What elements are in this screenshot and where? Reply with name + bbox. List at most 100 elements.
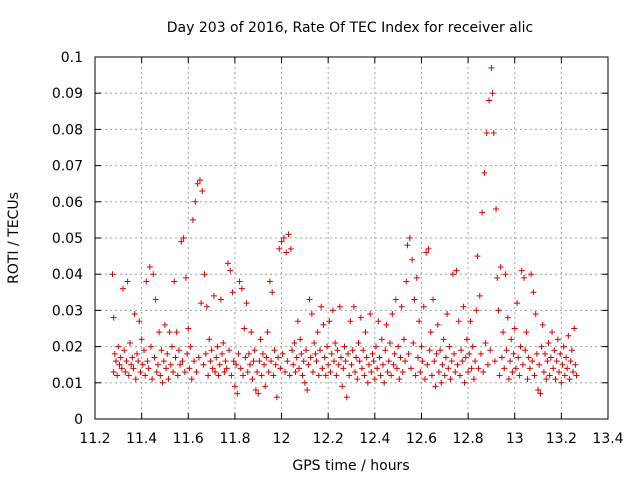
data-point xyxy=(402,358,409,365)
data-point xyxy=(154,361,161,368)
data-point xyxy=(214,343,221,350)
data-point xyxy=(157,372,164,379)
y-tick-label: 0.07 xyxy=(52,159,83,175)
data-point xyxy=(531,372,538,379)
data-point xyxy=(486,97,493,104)
data-point xyxy=(474,253,481,260)
data-point xyxy=(259,350,266,357)
x-tick-label: 11.2 xyxy=(79,431,110,447)
data-point xyxy=(198,300,205,307)
data-point xyxy=(414,354,421,361)
x-tick-label: 12.4 xyxy=(359,431,390,447)
data-point xyxy=(287,245,294,252)
data-point xyxy=(421,376,428,383)
data-point xyxy=(536,361,543,368)
data-point xyxy=(496,372,503,379)
data-point xyxy=(237,365,244,372)
data-point xyxy=(529,358,536,365)
data-point xyxy=(353,354,360,361)
data-point xyxy=(333,372,340,379)
data-point xyxy=(355,339,362,346)
data-point xyxy=(217,296,224,303)
data-point xyxy=(123,358,130,365)
data-point xyxy=(518,267,525,274)
data-point xyxy=(269,289,276,296)
data-point xyxy=(542,350,549,357)
grid xyxy=(95,57,608,419)
data-point xyxy=(301,379,308,386)
data-point xyxy=(153,368,160,375)
data-point xyxy=(328,350,335,357)
data-point xyxy=(257,336,264,343)
data-point xyxy=(335,361,342,368)
data-point xyxy=(472,358,479,365)
data-point xyxy=(139,361,146,368)
data-point xyxy=(391,350,398,357)
data-point xyxy=(255,390,262,397)
data-point xyxy=(294,318,301,325)
data-point xyxy=(185,325,192,332)
data-point xyxy=(409,256,416,263)
data-point xyxy=(327,368,334,375)
data-point xyxy=(304,387,311,394)
data-point xyxy=(441,372,448,379)
data-point xyxy=(110,368,117,375)
data-point xyxy=(416,318,423,325)
data-point xyxy=(271,347,278,354)
data-point xyxy=(165,376,172,383)
data-point xyxy=(365,361,372,368)
data-point xyxy=(300,358,307,365)
data-point xyxy=(331,358,338,365)
data-point xyxy=(116,361,123,368)
data-point xyxy=(363,354,370,361)
data-point xyxy=(298,350,305,357)
data-point xyxy=(142,372,149,379)
data-point xyxy=(147,343,154,350)
data-point xyxy=(114,372,121,379)
data-point xyxy=(347,318,354,325)
data-point xyxy=(339,383,346,390)
data-point xyxy=(362,329,369,336)
data-point xyxy=(364,379,371,386)
data-point xyxy=(371,376,378,383)
data-point xyxy=(174,372,181,379)
data-point xyxy=(538,343,545,350)
data-point xyxy=(572,361,579,368)
data-point xyxy=(205,372,212,379)
data-point xyxy=(433,350,440,357)
data-point xyxy=(233,361,240,368)
data-point xyxy=(140,347,147,354)
data-point xyxy=(473,307,480,314)
data-point xyxy=(563,354,570,361)
data-point xyxy=(252,387,259,394)
data-point xyxy=(505,376,512,383)
data-point xyxy=(510,350,517,357)
data-point xyxy=(121,347,128,354)
data-point xyxy=(537,390,544,397)
data-point xyxy=(126,339,133,346)
data-point xyxy=(504,314,511,321)
data-point xyxy=(135,358,142,365)
data-point xyxy=(128,361,135,368)
data-point xyxy=(377,372,384,379)
data-point xyxy=(170,368,177,375)
data-point xyxy=(567,358,574,365)
data-point xyxy=(230,358,237,365)
data-point xyxy=(234,390,241,397)
data-point xyxy=(146,263,153,270)
data-point xyxy=(203,303,210,310)
data-point xyxy=(525,354,532,361)
data-point xyxy=(374,365,381,372)
data-point xyxy=(466,350,473,357)
data-point xyxy=(350,303,357,310)
data-point xyxy=(389,311,396,318)
data-point xyxy=(571,325,578,332)
y-tick-label: 0.01 xyxy=(52,376,83,392)
data-point xyxy=(370,358,377,365)
data-point xyxy=(535,387,542,394)
axis-ticks xyxy=(94,56,609,420)
data-point xyxy=(177,361,184,368)
data-point xyxy=(303,347,310,354)
data-point xyxy=(447,376,454,383)
